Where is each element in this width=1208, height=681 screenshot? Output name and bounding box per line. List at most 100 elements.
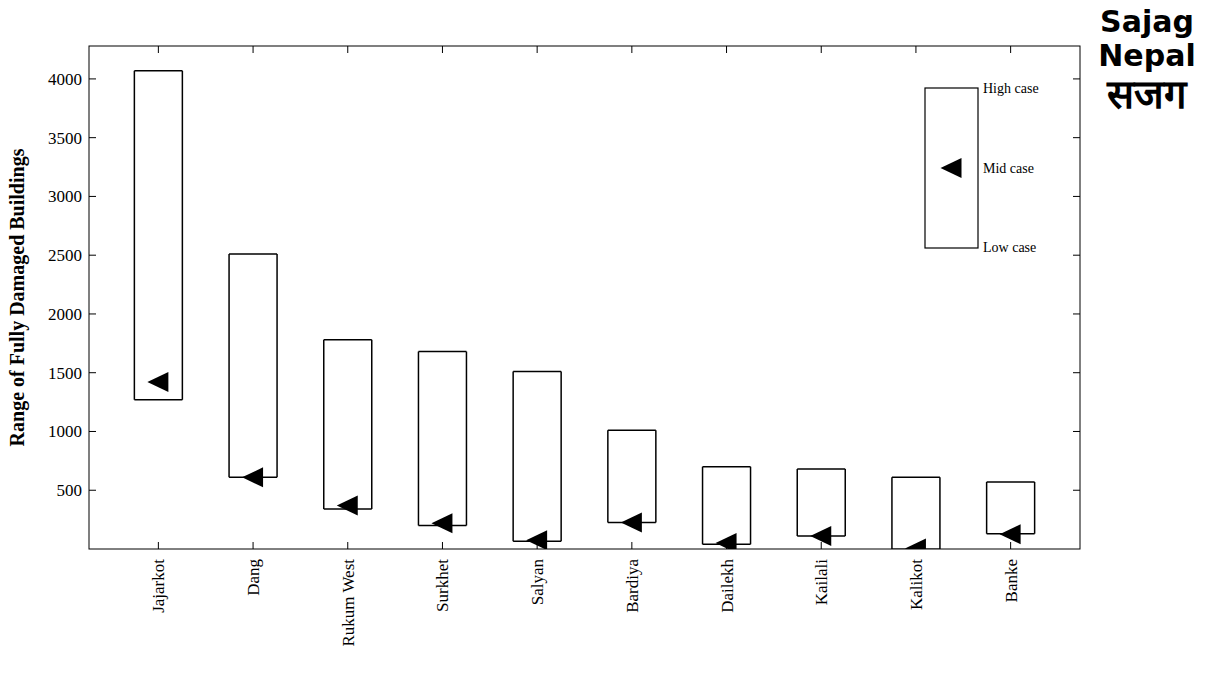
y-tick-label: 4000 — [48, 70, 82, 89]
range-side — [844, 469, 846, 536]
high-case — [608, 430, 656, 432]
y-tick — [1073, 313, 1080, 314]
y-tick-label: 3000 — [48, 187, 82, 206]
y-tick — [1073, 78, 1080, 79]
legend: High caseMid caseLow case — [925, 81, 1039, 255]
x-tick-label: Surkhet — [433, 559, 452, 612]
high-case — [892, 477, 940, 479]
high-case — [987, 481, 1035, 483]
mid-case — [337, 496, 358, 516]
chart: 5001000150020002500300035004000Range of … — [0, 0, 1208, 681]
y-tick-label: 3500 — [48, 129, 82, 148]
high-case — [797, 468, 845, 470]
legend-marker — [941, 158, 962, 178]
x-tick — [915, 46, 916, 53]
legend-box — [925, 88, 978, 248]
mid-case — [621, 513, 642, 533]
x-tick-label: Kalikot — [907, 559, 926, 610]
x-tick — [631, 542, 632, 549]
range-side — [702, 467, 704, 545]
mid-case — [526, 530, 547, 549]
marks — [134, 71, 1034, 549]
x-tick — [631, 46, 632, 53]
x-tick — [821, 46, 822, 53]
mid-case — [431, 513, 452, 533]
x-tick-label: Rukum West — [339, 559, 358, 647]
legend-label: High case — [983, 81, 1039, 96]
range-box — [324, 340, 372, 509]
range-box — [797, 469, 845, 536]
x-tick-label: Bardiya — [623, 559, 642, 613]
range-box — [892, 477, 940, 549]
x-tick — [253, 46, 254, 53]
y-tick — [1073, 196, 1080, 197]
x-tick — [253, 542, 254, 549]
x-tick — [442, 542, 443, 549]
range-side — [276, 254, 278, 477]
x-tick — [158, 46, 159, 53]
range-side — [134, 71, 136, 400]
range-side — [560, 372, 562, 542]
range-side — [512, 372, 514, 542]
low-case — [134, 399, 182, 401]
range-side — [607, 430, 609, 522]
x-tick — [1010, 46, 1011, 53]
logo-text: सजग — [1106, 71, 1188, 117]
y-tick — [89, 196, 96, 197]
x-tick-label: Dailekh — [718, 559, 737, 613]
y-tick-label: 1500 — [48, 364, 82, 383]
mid-case — [1000, 524, 1021, 544]
range-side — [750, 467, 752, 545]
mid-case — [810, 526, 831, 546]
range-side — [228, 254, 230, 477]
range-box — [608, 430, 656, 522]
range-side — [371, 340, 373, 509]
range-box — [134, 71, 182, 400]
high-case — [134, 70, 182, 72]
x-tick — [537, 46, 538, 53]
range-box — [229, 254, 277, 477]
y-tick — [89, 431, 96, 432]
y-tick — [1073, 137, 1080, 138]
high-case — [324, 339, 372, 341]
range-side — [891, 477, 893, 549]
range-box — [418, 352, 466, 526]
mid-case — [242, 467, 263, 487]
range-side — [1034, 482, 1036, 534]
y-tick — [89, 137, 96, 138]
x-tick-label: Jajarkot — [149, 559, 168, 613]
y-tick — [89, 78, 96, 79]
y-tick — [89, 255, 96, 256]
y-tick — [89, 372, 96, 373]
y-tick-label: 500 — [57, 481, 83, 500]
high-case — [513, 371, 561, 373]
x-tick — [158, 542, 159, 549]
y-tick — [1073, 372, 1080, 373]
range-box — [987, 482, 1035, 534]
x-tick-label: Kailali — [812, 559, 831, 606]
y-tick-label: 1000 — [48, 422, 82, 441]
range-side — [986, 482, 988, 534]
x-tick — [347, 542, 348, 549]
y-tick-label: 2000 — [48, 305, 82, 324]
x-tick — [726, 46, 727, 53]
x-tick — [442, 46, 443, 53]
range-side — [323, 340, 325, 509]
x-tick-label: Salyan — [528, 559, 547, 606]
range-box — [703, 467, 751, 545]
range-box — [513, 372, 561, 542]
legend-label: Mid case — [983, 161, 1034, 176]
mid-case — [716, 533, 737, 549]
plot-frame — [89, 46, 1080, 549]
y-tick — [89, 490, 96, 491]
x-tick-label: Dang — [244, 559, 263, 596]
mid-case — [147, 372, 168, 392]
mid-case — [905, 538, 926, 549]
high-case — [703, 466, 751, 468]
range-side — [655, 430, 657, 522]
range-side — [939, 477, 941, 549]
x-tick — [1010, 542, 1011, 549]
x-tick — [821, 542, 822, 549]
y-tick — [1073, 431, 1080, 432]
range-side — [182, 71, 184, 400]
